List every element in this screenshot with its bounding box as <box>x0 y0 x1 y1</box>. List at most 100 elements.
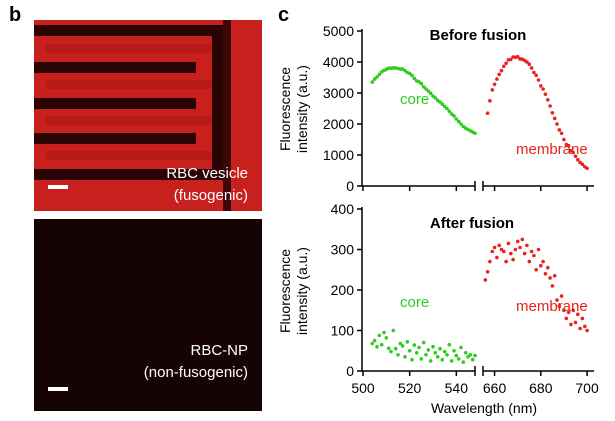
data-point-core <box>461 360 466 364</box>
data-point-core <box>403 355 407 359</box>
data-point-membrane <box>541 87 545 91</box>
data-point-membrane <box>559 294 564 298</box>
x-tick-label: 500 <box>351 380 375 396</box>
data-point-core <box>372 338 377 343</box>
data-point-membrane <box>552 274 557 278</box>
data-point-core <box>370 80 375 84</box>
x-tick-label: 660 <box>483 380 507 396</box>
data-point-core <box>412 76 417 81</box>
data-point-core <box>459 345 463 350</box>
scale-bar-bottom <box>48 387 68 391</box>
data-point-core <box>442 349 447 354</box>
chart-title: After fusion <box>430 215 514 232</box>
annotation-membrane: membrane <box>516 141 588 158</box>
y-tick-label: 100 <box>331 323 355 339</box>
y-axis-label: Fluorescenceintensity (a.u.) <box>277 65 310 153</box>
data-point-core <box>452 114 456 118</box>
data-point-core <box>391 328 396 333</box>
label-rbc-vesicle-line1: RBC vesicle <box>166 165 248 182</box>
data-point-membrane <box>578 326 582 331</box>
data-point-membrane <box>488 99 492 103</box>
data-point-membrane <box>580 316 585 321</box>
data-point-membrane <box>541 259 545 264</box>
data-point-core <box>433 96 438 100</box>
data-point-membrane <box>546 265 550 270</box>
microscopy-image-non-fusogenic: RBC-NP (non-fusogenic) <box>34 219 262 411</box>
data-point-core <box>410 73 414 78</box>
data-point-membrane <box>513 247 518 252</box>
data-point-membrane <box>583 324 587 329</box>
label-rbc-np-line2: (non-fusogenic) <box>143 364 248 381</box>
y-tick-label: 3000 <box>323 85 354 101</box>
data-point-membrane <box>571 308 575 313</box>
data-point-membrane <box>536 78 541 82</box>
data-point-core <box>454 353 459 358</box>
y-tick-label: 1000 <box>323 147 354 163</box>
data-point-membrane <box>490 88 495 92</box>
y-tick-label: 200 <box>331 282 355 298</box>
data-point-membrane <box>569 322 573 327</box>
data-point-membrane <box>495 77 499 81</box>
data-point-core <box>424 353 428 357</box>
data-point-membrane <box>518 245 522 250</box>
data-point-membrane <box>557 128 562 132</box>
y-tick-label: 0 <box>346 363 354 379</box>
data-point-core <box>419 81 424 86</box>
label-rbc-vesicle: RBC vesicle (fusogenic) <box>166 163 248 207</box>
data-point-core <box>431 344 435 349</box>
data-point-core <box>459 122 463 126</box>
data-point-core <box>473 353 477 358</box>
x-axis-label: Wavelength (nm) <box>431 400 537 416</box>
chart-title: Before fusion <box>430 27 527 44</box>
data-point-membrane <box>585 166 589 171</box>
data-point-membrane <box>548 104 552 108</box>
data-point-core <box>435 355 440 359</box>
annotation-core: core <box>400 294 429 311</box>
data-point-membrane <box>543 272 548 276</box>
data-point-core <box>372 77 377 81</box>
data-point-membrane <box>504 61 508 65</box>
data-point-core <box>370 341 375 346</box>
data-point-membrane <box>550 284 555 288</box>
data-point-membrane <box>539 263 543 268</box>
data-point-membrane <box>488 259 492 264</box>
data-point-membrane <box>534 73 538 78</box>
data-point-membrane <box>571 150 575 155</box>
data-point-core <box>447 109 452 114</box>
data-point-membrane <box>532 70 536 75</box>
data-point-core <box>393 346 398 351</box>
data-point-core <box>428 359 433 363</box>
data-point-membrane <box>485 111 490 115</box>
data-point-membrane <box>532 253 536 258</box>
data-point-membrane <box>552 116 557 121</box>
data-point-core <box>375 75 379 79</box>
data-point-core <box>426 89 431 93</box>
data-point-membrane <box>509 57 513 62</box>
data-point-core <box>433 351 438 355</box>
data-point-core <box>452 349 456 353</box>
data-point-core <box>405 340 410 344</box>
data-point-membrane <box>497 243 502 248</box>
data-point-core <box>412 343 417 347</box>
data-point-membrane <box>576 312 580 317</box>
x-tick-label: 700 <box>575 380 599 396</box>
data-point-membrane <box>529 66 534 70</box>
data-point-core <box>445 353 449 357</box>
data-point-membrane <box>536 247 541 252</box>
data-point-core <box>456 119 461 124</box>
data-point-membrane <box>520 237 525 242</box>
data-point-core <box>428 91 433 96</box>
data-point-core <box>445 106 449 111</box>
data-point-membrane <box>573 154 578 158</box>
data-point-membrane <box>495 255 499 260</box>
data-point-membrane <box>529 249 534 254</box>
y-axis-label: Fluorescenceintensity (a.u.) <box>277 247 310 335</box>
data-point-membrane <box>497 72 502 77</box>
panel-letter-c: c <box>278 4 290 26</box>
panel-letter-b: b <box>9 4 22 26</box>
x-tick-label: 680 <box>529 380 553 396</box>
data-point-core <box>447 342 452 347</box>
data-point-membrane <box>525 243 529 248</box>
data-point-membrane <box>585 328 589 333</box>
scale-bar-top <box>48 185 68 189</box>
